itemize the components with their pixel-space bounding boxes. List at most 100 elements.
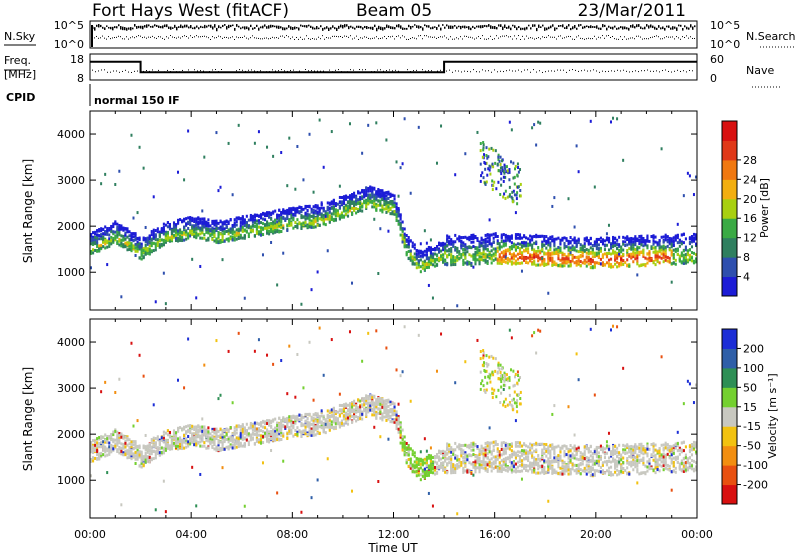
noise-sky-point: [562, 24, 564, 28]
power-cell: [245, 230, 248, 234]
power-cell: [423, 253, 426, 257]
velocity-cell: [179, 443, 182, 447]
power-cell: [237, 229, 240, 233]
power-cell: [512, 242, 515, 246]
power-cell: [553, 196, 556, 200]
power-cell: [221, 227, 224, 231]
power-cell: [518, 261, 522, 265]
power-cell: [381, 191, 384, 195]
noise-sky-point: [400, 25, 402, 29]
power-cell: [494, 161, 497, 165]
power-cell: [618, 254, 621, 258]
noise-sky-point: [228, 24, 230, 29]
power-cell: [672, 248, 675, 252]
noise-search-point: [496, 35, 497, 37]
power-cell: [529, 258, 532, 262]
nave-point: [230, 71, 231, 73]
power-cell: [616, 117, 619, 121]
power-cell: [351, 281, 354, 285]
noise-sky-point: [198, 27, 200, 30]
noise-sky-point: [292, 27, 294, 31]
noise-search-point: [538, 37, 539, 39]
power-cell: [460, 255, 463, 259]
nave-point: [485, 70, 486, 72]
power-cell: [549, 243, 552, 247]
power-cell: [484, 240, 487, 244]
power-cell: [326, 249, 329, 253]
noise-sky-point: [528, 24, 530, 27]
power-cell: [391, 203, 394, 207]
power-cell: [229, 218, 232, 222]
noise-search-point: [632, 37, 633, 39]
power-cell: [336, 209, 339, 213]
power-cell: [395, 215, 398, 219]
power-cell: [614, 241, 617, 245]
power-cell: [353, 209, 356, 213]
power-cell: [579, 260, 582, 264]
noise-search-point: [460, 36, 461, 38]
power-cell: [110, 238, 113, 242]
power-cell: [587, 257, 590, 261]
power-cell: [581, 261, 584, 265]
power-cell: [237, 233, 240, 237]
nave-point: [353, 69, 354, 71]
power-cell: [555, 247, 558, 251]
noise-search-point: [178, 36, 179, 38]
power-cell: [616, 260, 619, 264]
noise-sky-point: [498, 24, 500, 27]
power-cell: [363, 195, 366, 199]
power-cell: [632, 250, 635, 254]
noise-sky-point: [504, 24, 506, 28]
power-cell: [215, 131, 218, 135]
power-cell: [682, 261, 685, 265]
noise-sky-point: [284, 27, 286, 31]
velocity-cell: [166, 443, 169, 447]
nave-point: [578, 70, 579, 72]
power-cell: [490, 257, 493, 261]
power-cell: [94, 237, 97, 241]
velocity-cell: [120, 451, 123, 455]
power-cell: [227, 222, 230, 226]
power-cell: [282, 210, 285, 214]
power-cell: [336, 202, 339, 206]
noise-sky-point: [254, 27, 256, 29]
power-cell: [531, 238, 534, 242]
noise-sky-point: [162, 25, 164, 29]
power-cell: [162, 243, 165, 247]
noise-search-point: [174, 37, 175, 39]
power-cell: [573, 255, 576, 259]
power-cell: [193, 232, 196, 236]
velocity-cell: [170, 447, 174, 451]
power-cell: [181, 236, 184, 240]
noise-sky-point: [128, 27, 130, 30]
power-cell: [609, 120, 612, 124]
noise-search-point: [670, 36, 671, 38]
power-cell: [270, 213, 273, 217]
noise-sky-point: [118, 24, 120, 27]
power-cell: [395, 213, 398, 217]
power-cell: [668, 256, 671, 260]
nave-point: [620, 70, 621, 72]
power-cell: [525, 256, 528, 260]
power-cell: [217, 235, 220, 239]
nave-point: [509, 69, 510, 71]
power-cell: [318, 118, 321, 122]
power-cell: [298, 210, 301, 214]
noise-search-point: [434, 36, 435, 38]
power-cell: [130, 232, 133, 236]
power-cell: [302, 178, 305, 182]
power-cell: [630, 236, 633, 240]
velocity-cell: [100, 453, 103, 457]
nave-point: [563, 69, 564, 71]
power-cell: [482, 258, 485, 262]
power-cell: [616, 256, 619, 260]
velocity-cell: [191, 427, 194, 431]
power-cell: [274, 224, 277, 228]
power-cell: [501, 159, 504, 163]
nave-point: [206, 71, 207, 73]
noise-sky-point: [314, 27, 316, 30]
power-cell: [458, 235, 461, 239]
power-cell: [486, 233, 489, 237]
noise-search-point: [270, 37, 271, 39]
power-cell: [255, 213, 259, 217]
